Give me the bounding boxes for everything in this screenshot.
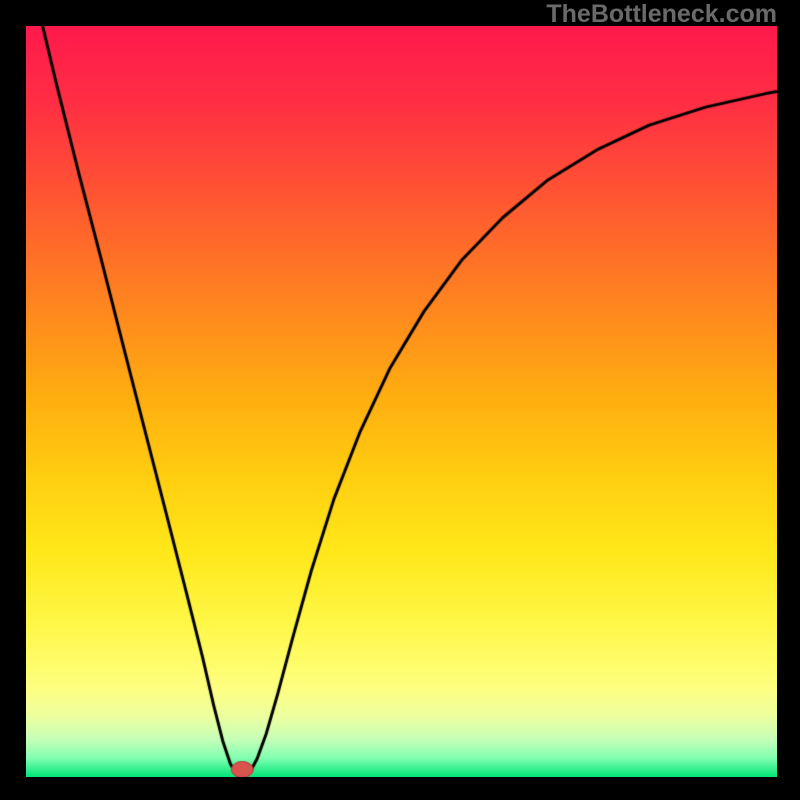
- plot-canvas: [26, 26, 777, 777]
- watermark-text: TheBottleneck.com: [546, 0, 777, 29]
- chart-container: TheBottleneck.com: [0, 0, 800, 800]
- plot-area: [26, 26, 777, 777]
